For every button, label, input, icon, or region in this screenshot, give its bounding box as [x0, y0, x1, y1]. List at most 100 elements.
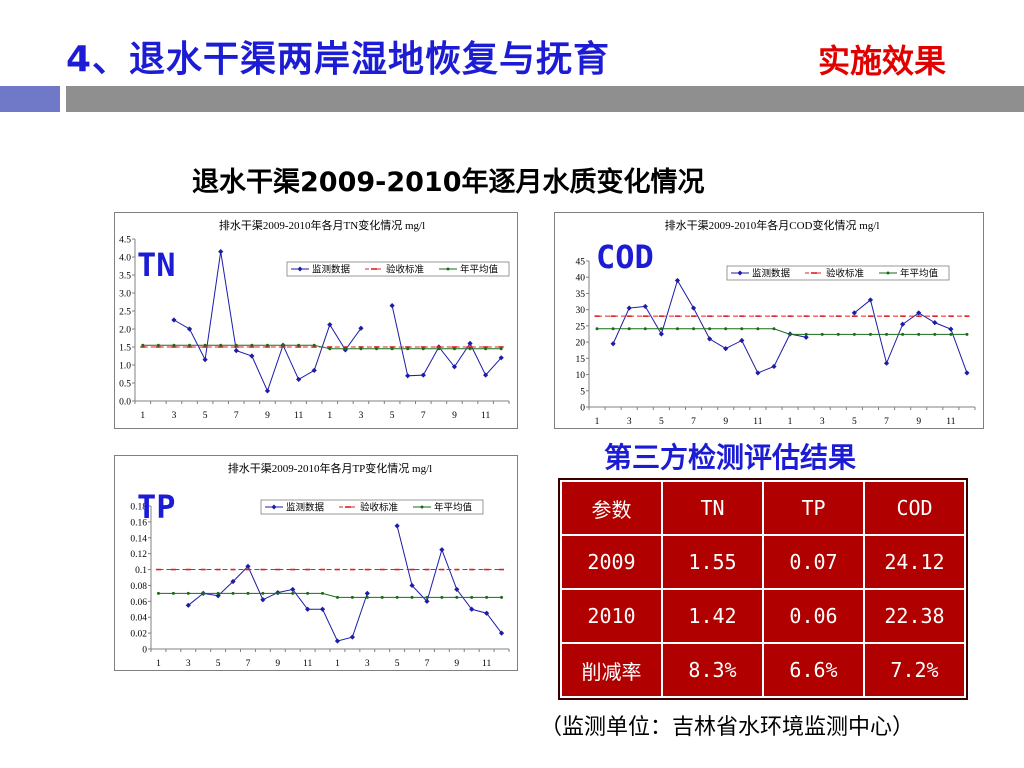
y-tick-label: 25: [576, 322, 586, 332]
data-point: [364, 590, 370, 596]
data-point: [321, 591, 325, 595]
data-point: [201, 591, 205, 595]
table-row: 2009 1.55 0.07 24.12: [560, 534, 966, 590]
cod-chart-svg: 排水干渠2009-2010年各月COD变化情况 mg/l051015202530…: [576, 218, 976, 427]
data-point: [172, 343, 176, 347]
chart-legend: 监测数据 验收标准 年平均值: [726, 265, 950, 281]
data-point: [365, 595, 369, 599]
data-point: [186, 326, 193, 332]
x-tick-label: 9: [454, 659, 459, 669]
data-point: [380, 595, 384, 599]
x-tick-label: 9: [723, 417, 728, 427]
chart-legend: 监测数据 验收标准 年平均值: [260, 499, 484, 515]
y-tick-label: 2.5: [119, 308, 131, 318]
series-0: [185, 523, 505, 644]
data-point: [916, 310, 922, 316]
y-tick-label: 1.5: [119, 344, 131, 354]
chart-title: 排水干渠2009-2010年各月COD变化情况 mg/l: [665, 218, 880, 232]
x-tick-label: 1: [140, 411, 145, 421]
series-line: [396, 525, 502, 634]
data-point: [202, 357, 208, 363]
data-point: [231, 591, 235, 595]
legend-marker: [271, 504, 277, 510]
data-point: [421, 347, 425, 351]
data-point: [468, 347, 472, 351]
x-tick-label: 9: [265, 411, 270, 421]
data-point: [626, 305, 632, 311]
data-point: [901, 332, 905, 336]
data-point: [740, 327, 744, 331]
data-point: [883, 360, 890, 366]
data-point: [156, 591, 160, 595]
data-point: [674, 277, 681, 284]
x-tick-label: 5: [203, 411, 208, 421]
slide-title: 4、退水干渠两岸湿地恢复与抚育: [66, 39, 611, 80]
data-point: [739, 337, 745, 344]
data-point: [820, 332, 824, 336]
table-cell: 2010: [560, 588, 663, 644]
data-point: [230, 578, 236, 585]
x-tick-label: 7: [884, 417, 889, 427]
data-point: [203, 343, 207, 347]
y-tick-label: 4.5: [119, 236, 131, 246]
data-point: [932, 320, 938, 326]
data-point: [265, 343, 269, 347]
data-point: [643, 327, 647, 331]
legend-label: 监测数据: [312, 264, 351, 276]
x-tick-label: 5: [390, 411, 395, 421]
x-tick-label: 11: [303, 659, 312, 669]
data-point: [250, 343, 254, 347]
cod-label: COD: [596, 238, 654, 276]
y-tick-label: 30: [576, 306, 586, 316]
header-bar-accent: [0, 86, 60, 112]
data-point: [335, 595, 339, 599]
y-tick-label: 2.0: [119, 326, 131, 336]
series-line: [187, 565, 368, 642]
data-point: [885, 332, 889, 336]
chart-title: 排水干渠2009-2010年各月TN变化情况 mg/l: [219, 218, 425, 232]
x-tick-label: 1: [327, 411, 332, 421]
data-point: [305, 606, 311, 612]
y-tick-label: 0.08: [130, 582, 147, 592]
data-point: [868, 332, 872, 336]
y-tick-label: 4.0: [119, 254, 131, 264]
data-point: [965, 332, 969, 336]
table-header-cell: TN: [661, 480, 764, 536]
legend-marker: [886, 271, 890, 275]
table-row: 2010 1.42 0.06 22.38: [560, 588, 966, 644]
x-tick-label: 5: [216, 659, 221, 669]
data-point: [659, 327, 663, 331]
legend-marker: [297, 266, 303, 272]
data-point: [948, 326, 954, 332]
data-point: [804, 332, 808, 336]
x-tick-label: 3: [172, 411, 177, 421]
data-point: [260, 597, 266, 603]
data-point: [467, 340, 473, 346]
tp-chart-svg: 排水干渠2009-2010年各月TP变化情况 mg/l 0 0.02 0.04 0.06…: [130, 461, 510, 669]
legend-label: 验收标准: [386, 264, 425, 276]
data-point: [261, 591, 265, 595]
x-tick-label: 11: [482, 659, 491, 669]
y-tick-label: 10: [576, 371, 586, 381]
x-tick-label: 1: [156, 659, 161, 669]
data-point: [218, 249, 224, 255]
series-2: [156, 591, 504, 599]
chart-title: 排水干渠2009-2010年各月TP变化情况 mg/l: [228, 461, 432, 475]
data-point: [420, 372, 426, 378]
x-tick-label: 9: [916, 417, 921, 427]
table-cell: 24.12: [863, 534, 966, 590]
data-point: [707, 336, 713, 342]
legend-box: [286, 261, 510, 277]
data-point: [296, 376, 302, 382]
data-point: [933, 332, 937, 336]
data-point: [219, 343, 223, 347]
data-point: [281, 343, 285, 347]
y-tick-label: 35: [576, 290, 586, 300]
data-point: [171, 591, 175, 595]
x-tick-label: 3: [186, 659, 191, 669]
data-point: [349, 634, 355, 640]
legend-label: 年平均值: [900, 268, 939, 280]
data-point: [319, 606, 326, 612]
tn-chart-svg: 排水干渠2009-2010年各月TN变化情况 mg/l 0.0 0.5 1.0 1.5 2…: [119, 218, 510, 421]
chart-legend: 监测数据 验收标准 年平均值: [286, 261, 510, 277]
